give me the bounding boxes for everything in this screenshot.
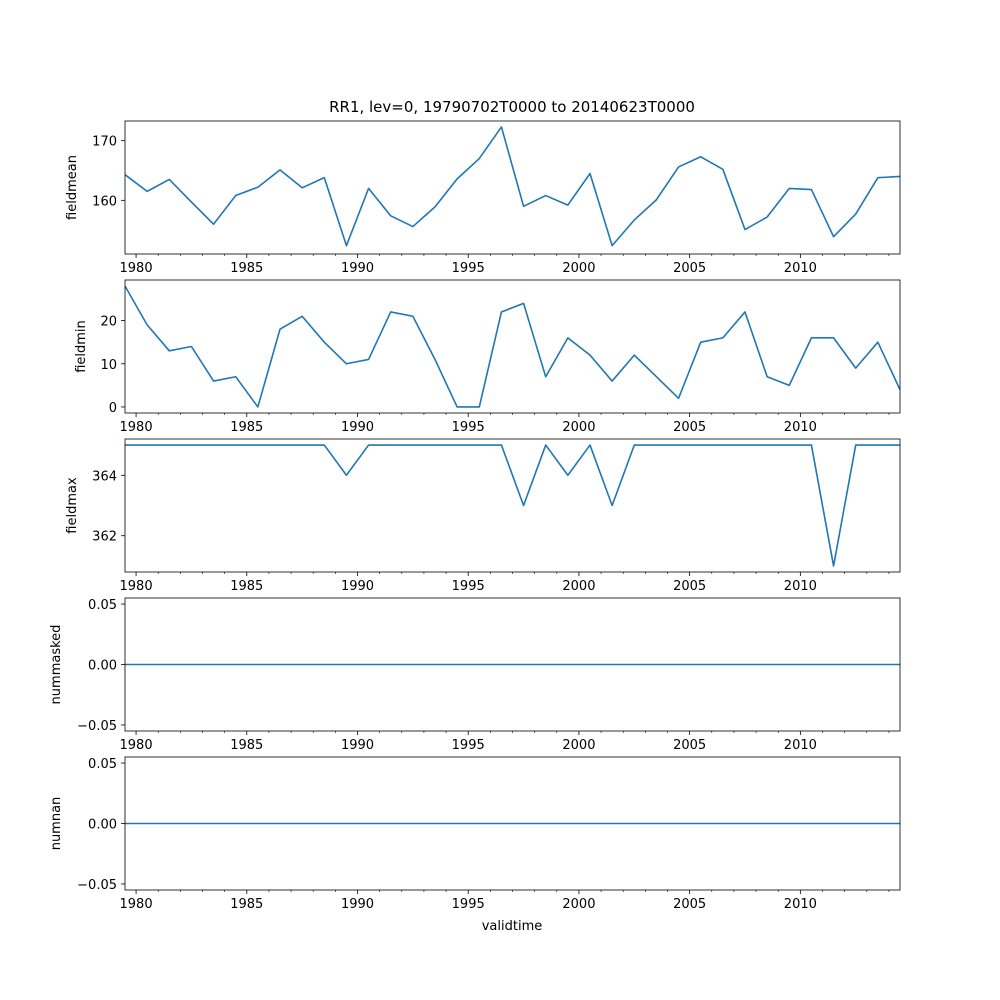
x-tick-label: 1990: [341, 420, 374, 435]
y-axis-label-fieldmin: fieldmin: [74, 320, 89, 373]
x-tick-label: 1980: [120, 738, 153, 753]
x-tick-label: 2005: [673, 897, 706, 912]
y-axis-label-numnan: numnan: [49, 797, 64, 851]
x-tick-label: 2000: [562, 897, 595, 912]
axes-frame: [124, 756, 901, 891]
x-tick-label: 2005: [673, 579, 706, 594]
panel-numnan: numnan 1980 1985 1990 1995 2000 2005 2010 −0.05 0…: [49, 756, 901, 912]
panel-fieldmean: fieldmean 1980 1985 1990 1995 2000 2005 2010 160…: [65, 120, 901, 276]
x-tick-label: 1990: [341, 897, 374, 912]
x-tick-label: 1990: [341, 261, 374, 276]
y-tick-label: 364: [92, 469, 117, 484]
x-tick-label: 1980: [120, 420, 153, 435]
axes-frame: [124, 279, 901, 414]
figure-title: RR1, lev=0, 19790702T0000 to 20140623T00…: [329, 98, 695, 116]
x-tick-label: 2010: [784, 738, 817, 753]
y-tick-label: −0.05: [77, 719, 117, 734]
x-tick-label: 1985: [230, 738, 263, 753]
x-tick-label: 2000: [562, 738, 595, 753]
x-tick-label: 1985: [230, 897, 263, 912]
axes-frame: [124, 597, 901, 732]
x-tick-label: 1980: [120, 579, 153, 594]
x-tick-label: 2010: [784, 579, 817, 594]
y-axis-label-fieldmean: fieldmean: [65, 155, 80, 220]
y-tick-label: 160: [92, 194, 117, 209]
x-tick-label: 2000: [562, 420, 595, 435]
x-tick-label: 2005: [673, 738, 706, 753]
axes-frame: [124, 120, 901, 255]
x-tick-label: 2010: [784, 897, 817, 912]
panel-fieldmax: fieldmax 1980 1985 1990 1995 2000 2005 2010 362 3…: [65, 438, 901, 594]
x-tick-label: 1995: [452, 420, 485, 435]
series-line-fieldmean: [125, 126, 900, 247]
x-tick-label: 1995: [452, 579, 485, 594]
x-tick-label: 1995: [452, 738, 485, 753]
series-line-fieldmax: [125, 444, 900, 567]
y-tick-label: 0: [109, 401, 117, 416]
y-tick-label: 0.05: [88, 598, 117, 613]
x-tick-label: 1985: [230, 420, 263, 435]
x-tick-label: 2010: [784, 261, 817, 276]
x-tick-label: 1985: [230, 579, 263, 594]
y-tick-label: 0.00: [88, 818, 117, 833]
series-line-fieldmin: [125, 285, 900, 408]
x-axis-label: validtime: [482, 919, 543, 934]
x-tick-label: 2005: [673, 261, 706, 276]
y-tick-label: 0.05: [88, 757, 117, 772]
x-tick-label: 2000: [562, 261, 595, 276]
y-tick-label: 0.00: [88, 659, 117, 674]
x-tick-label: 2000: [562, 579, 595, 594]
y-tick-label: 10: [100, 358, 117, 373]
y-tick-label: −0.05: [77, 878, 117, 893]
panel-nummasked: nummasked 1980 1985 1990 1995 2000 2005 2010 −0.…: [49, 597, 901, 753]
x-tick-label: 1990: [341, 738, 374, 753]
y-tick-label: 170: [92, 135, 117, 150]
x-tick-label: 1990: [341, 579, 374, 594]
x-tick-label: 1995: [452, 261, 485, 276]
x-tick-label: 1985: [230, 261, 263, 276]
x-tick-label: 2005: [673, 420, 706, 435]
x-tick-label: 1995: [452, 897, 485, 912]
y-axis-label-fieldmax: fieldmax: [65, 477, 80, 534]
y-tick-label: 362: [92, 530, 117, 545]
x-tick-label: 2010: [784, 420, 817, 435]
x-tick-label: 1980: [120, 261, 153, 276]
y-tick-label: 20: [100, 315, 117, 330]
x-tick-label: 1980: [120, 897, 153, 912]
panel-fieldmin: fieldmin 1980 1985 1990 1995 2000 2005 2010 0 10 2…: [74, 279, 901, 435]
y-axis-label-nummasked: nummasked: [49, 625, 64, 705]
axes-frame: [124, 438, 901, 573]
